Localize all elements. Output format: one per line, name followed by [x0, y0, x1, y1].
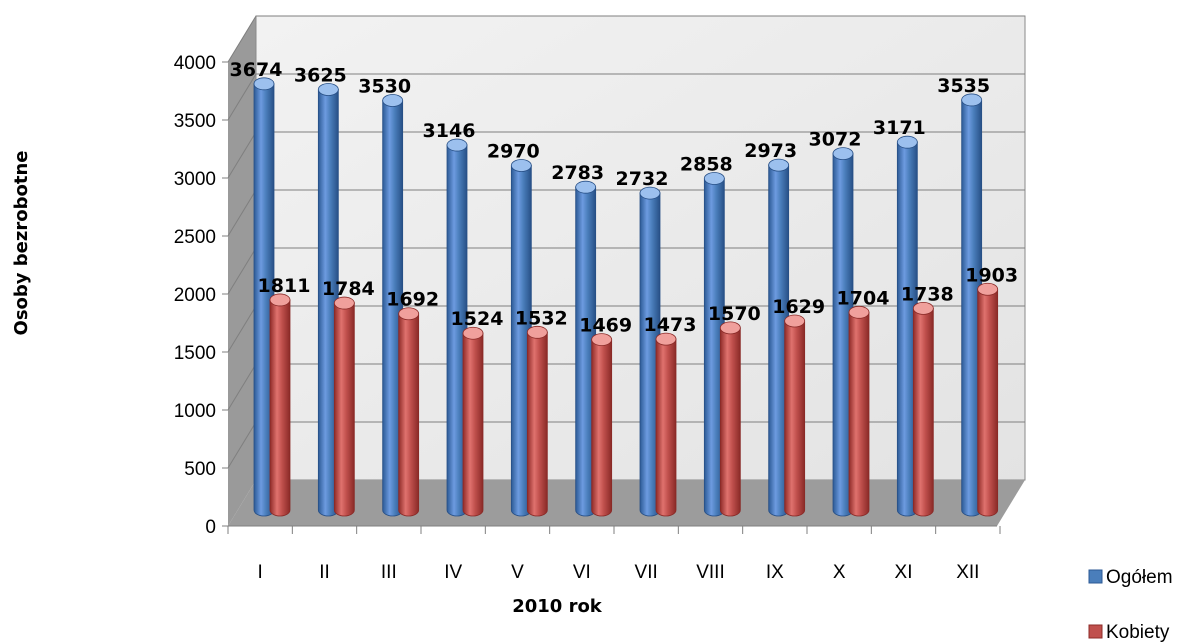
bar-body	[399, 314, 419, 516]
x-tick-label: III	[381, 562, 397, 583]
data-label: 1473	[644, 314, 697, 336]
data-label: 2970	[487, 140, 540, 162]
bar-kobiety	[592, 334, 612, 516]
data-label: 1903	[965, 264, 1018, 286]
data-label: 1704	[837, 287, 890, 309]
x-axis: I II III IV V VI VII VIII IX X XI XII	[228, 526, 1000, 583]
x-tick-label: I	[258, 562, 263, 583]
bar-body	[592, 340, 612, 516]
bar-body	[270, 300, 290, 516]
y-tick-label: 2000	[174, 285, 216, 306]
bar-kobiety	[978, 283, 998, 516]
x-tick-label: IX	[766, 562, 784, 583]
bar-body	[849, 312, 869, 516]
y-tick-label: 2500	[174, 227, 216, 248]
y-axis-ticks: 0 500 1000 1500 2000 2500 3000 3500 4000	[174, 53, 228, 538]
data-label: 3625	[294, 65, 347, 87]
bar-body	[913, 308, 933, 516]
data-label: 3146	[423, 120, 476, 142]
x-tick-label: IV	[444, 562, 462, 583]
y-axis-title: Osoby bezrobotne	[11, 151, 32, 336]
data-label: 1738	[901, 283, 954, 305]
bar-body	[463, 333, 483, 516]
bar-kobiety	[527, 326, 547, 516]
bar-kobiety	[334, 297, 354, 516]
legend-swatch-kobiety	[1089, 625, 1102, 638]
bar-body	[785, 321, 805, 516]
data-label: 1692	[386, 289, 439, 311]
data-label: 3072	[809, 129, 862, 151]
data-label: 3530	[358, 76, 411, 98]
legend-label-kobiety: Kobiety	[1106, 622, 1170, 642]
x-axis-title: 2010 rok	[512, 596, 603, 617]
x-tick-label: XI	[895, 562, 913, 583]
data-label: 3674	[230, 59, 283, 81]
bar-body	[656, 339, 676, 516]
legend: Ogółem Kobiety	[1089, 567, 1173, 642]
bar-body	[527, 332, 547, 516]
data-label: 2973	[744, 140, 797, 162]
bar-body	[978, 289, 998, 516]
y-tick-label: 3000	[174, 169, 216, 190]
data-label: 2783	[551, 162, 604, 184]
y-tick-label: 1500	[174, 343, 216, 364]
x-tick-label: II	[319, 562, 330, 583]
bar-kobiety	[270, 294, 290, 516]
x-tick-label: V	[511, 562, 524, 583]
data-label: 1629	[772, 296, 825, 318]
data-label: 1532	[515, 307, 568, 329]
x-tick-label: X	[833, 562, 846, 583]
data-label: 1784	[322, 278, 375, 300]
bar-body	[720, 328, 740, 516]
x-tick-label: VI	[573, 562, 591, 583]
bar-kobiety	[849, 306, 869, 516]
bar-kobiety	[399, 308, 419, 516]
data-label: 3535	[937, 75, 990, 97]
data-label: 1524	[451, 308, 504, 330]
bar-kobiety	[463, 327, 483, 516]
y-tick-label: 3500	[174, 111, 216, 132]
bar-body	[334, 303, 354, 516]
y-tick-label: 500	[184, 459, 216, 480]
data-label: 3171	[873, 117, 926, 139]
x-tick-label: XII	[956, 562, 979, 583]
data-label: 1469	[579, 315, 632, 337]
y-tick-label: 0	[205, 517, 216, 538]
bar-kobiety	[785, 315, 805, 516]
x-tick-label: VIII	[696, 562, 725, 583]
y-tick-label: 4000	[174, 53, 216, 74]
data-label: 1570	[708, 303, 761, 325]
data-label: 1811	[258, 275, 311, 297]
bar-kobiety	[913, 302, 933, 516]
legend-swatch-ogolem	[1089, 570, 1102, 583]
bar-kobiety	[656, 333, 676, 516]
data-label: 2732	[616, 168, 669, 190]
y-tick-label: 1000	[174, 401, 216, 422]
x-tick-label: VII	[635, 562, 658, 583]
data-label: 2858	[680, 153, 733, 175]
legend-label-ogolem: Ogółem	[1106, 567, 1173, 588]
bar-kobiety	[720, 322, 740, 516]
